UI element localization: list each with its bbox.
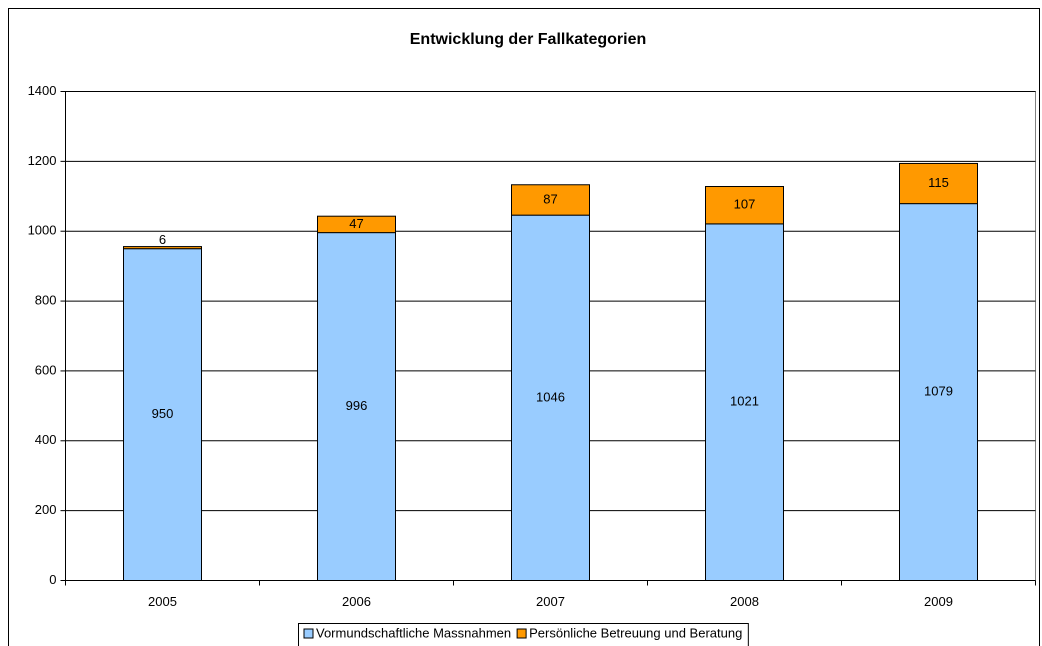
bar-segment: [705, 186, 784, 225]
y-tick-label: 0: [49, 572, 56, 587]
bar-segment: [317, 232, 396, 582]
bar-segment: [511, 184, 590, 216]
x-tick-label: 2005: [148, 594, 177, 609]
y-tick-label: 800: [35, 293, 57, 308]
x-tick-label: 2009: [924, 594, 953, 609]
data-label: 47: [349, 216, 363, 231]
y-tick-label: 1400: [28, 83, 57, 98]
chart-title: Entwicklung der Fallkategorien: [410, 31, 647, 48]
legend-swatch: [303, 628, 314, 639]
data-label: 6: [159, 232, 166, 247]
bar-segment: [705, 223, 784, 582]
data-label: 1021: [730, 394, 759, 409]
data-label: 996: [346, 398, 368, 413]
bar-segment: [899, 203, 978, 581]
data-label: 1079: [924, 383, 953, 398]
bar-segment: [123, 246, 202, 250]
data-label: 115: [928, 175, 949, 190]
bar-segment: [899, 162, 978, 205]
bar-segment: [123, 248, 202, 582]
bar-segment: [511, 214, 590, 581]
legend-label: Vormundschaftliche Massnahmen: [316, 625, 511, 640]
data-label: 87: [543, 191, 557, 206]
legend-label: Persönliche Betreuung und Beratung: [529, 625, 742, 640]
legend-swatch: [516, 628, 527, 639]
data-label: 107: [734, 197, 756, 212]
bar-segment: [317, 215, 396, 234]
y-tick-label: 600: [35, 362, 57, 377]
y-tick-label: 1200: [28, 153, 57, 168]
data-label: 950: [152, 406, 174, 421]
y-tick-label: 200: [35, 502, 57, 517]
x-tick-label: 2007: [536, 594, 565, 609]
y-tick-label: 400: [35, 432, 57, 447]
y-tick-label: 1000: [28, 223, 57, 238]
x-tick-label: 2006: [342, 594, 371, 609]
x-tick-label: 2008: [730, 594, 759, 609]
data-label: 1046: [536, 389, 565, 404]
